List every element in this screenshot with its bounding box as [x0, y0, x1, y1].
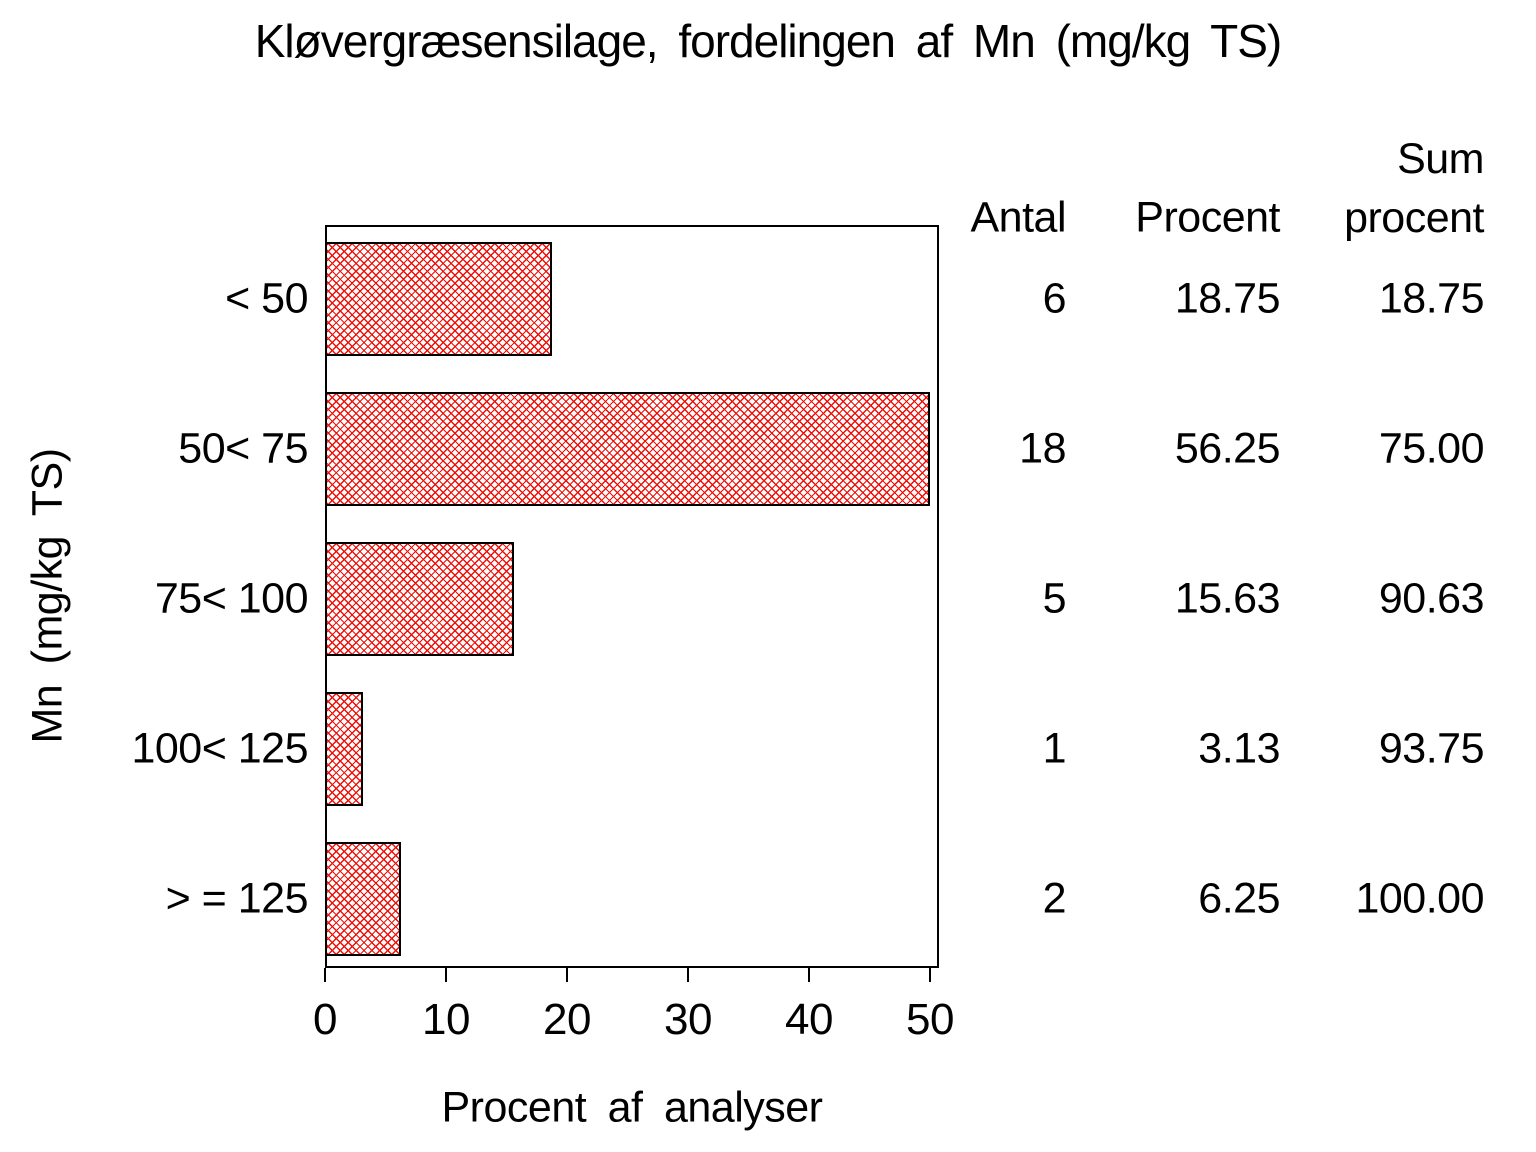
- table-cell-antal-row-0: 6: [1042, 274, 1067, 323]
- table-cell-procent-row-2: 15.63: [1174, 574, 1281, 623]
- y-axis-label: Mn (mg/kg TS): [23, 448, 72, 744]
- table-cell-procent-row-3: 3.13: [1198, 724, 1280, 773]
- table-cell-antal-row-2: 5: [1042, 574, 1067, 623]
- x-tick-label-2: 20: [543, 995, 591, 1044]
- x-tick-label-1: 10: [422, 995, 470, 1044]
- x-tick-label-0: 0: [313, 995, 337, 1044]
- bar-0: [325, 242, 552, 356]
- table-cell-procent-row-4: 6.25: [1198, 874, 1280, 923]
- x-tick-mark-5: [929, 968, 931, 982]
- x-tick-mark-1: [445, 968, 447, 982]
- table-header-procent: Procent: [1135, 193, 1280, 242]
- category-label-2: 75< 100: [154, 574, 309, 623]
- x-tick-label-4: 40: [785, 995, 833, 1044]
- plot-area: [325, 225, 939, 968]
- bar-3: [325, 692, 363, 806]
- x-tick-mark-4: [808, 968, 810, 982]
- category-label-4: > = 125: [165, 874, 309, 923]
- x-tick-label-5: 50: [906, 995, 954, 1044]
- table-cell-antal-row-4: 2: [1042, 874, 1067, 923]
- table-cell-procent-row-0: 18.75: [1174, 274, 1281, 323]
- table-cell-sum-row-3: 93.75: [1378, 724, 1485, 773]
- x-axis-label: Procent af analyser: [441, 1083, 823, 1132]
- x-tick-label-3: 30: [664, 995, 712, 1044]
- x-tick-mark-0: [324, 968, 326, 982]
- table-header-sum-procent: Sum procent: [1344, 135, 1484, 242]
- category-label-1: 50< 75: [178, 424, 308, 473]
- table-cell-procent-row-1: 56.25: [1174, 424, 1281, 473]
- table-cell-sum-row-0: 18.75: [1378, 274, 1485, 323]
- chart-title: Kløvergræsensilage, fordelingen af Mn (m…: [254, 15, 1282, 67]
- table-cell-antal-row-1: 18: [1019, 424, 1066, 473]
- category-label-0: < 50: [225, 274, 308, 323]
- bar-4: [325, 842, 401, 956]
- x-tick-mark-3: [687, 968, 689, 982]
- bar-1: [325, 392, 930, 506]
- x-tick-mark-2: [566, 968, 568, 982]
- table-cell-sum-row-4: 100.00: [1355, 874, 1484, 923]
- category-label-3: 100< 125: [131, 724, 308, 773]
- table-cell-antal-row-3: 1: [1042, 724, 1067, 773]
- table-cell-sum-row-1: 75.00: [1378, 424, 1485, 473]
- table-cell-sum-row-2: 90.63: [1378, 574, 1485, 623]
- bar-2: [325, 542, 514, 656]
- table-header-antal: Antal: [970, 193, 1066, 242]
